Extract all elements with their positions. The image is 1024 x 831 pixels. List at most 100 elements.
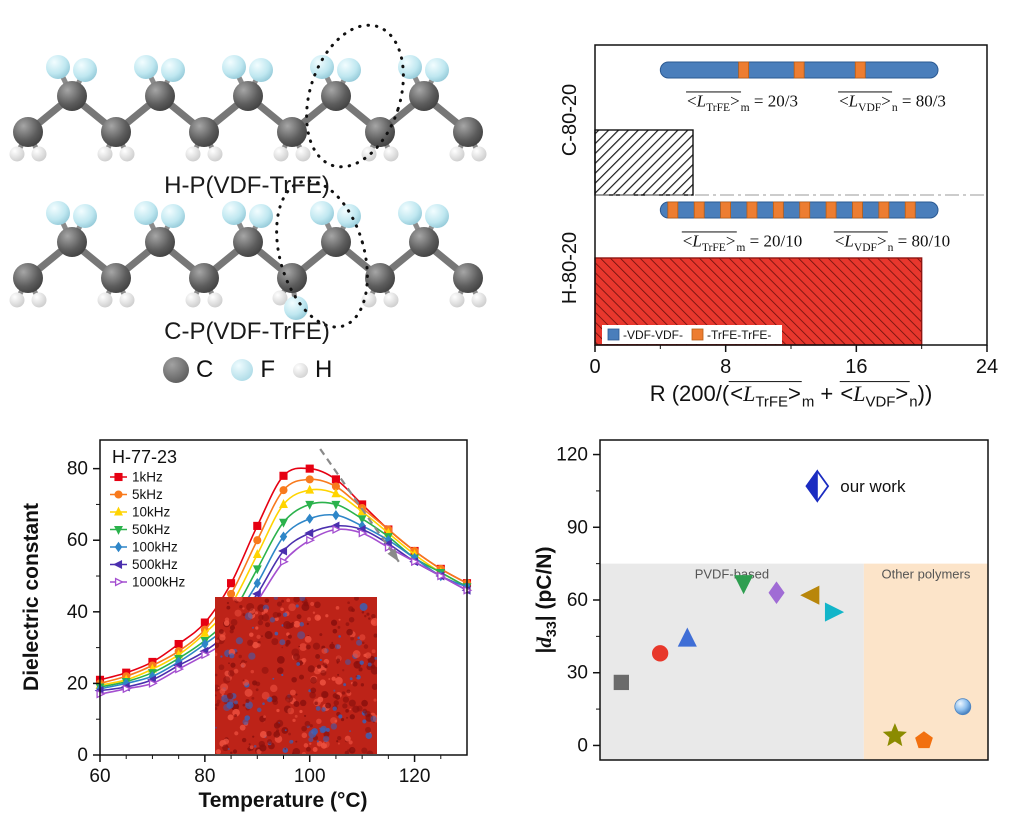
- carbon-atom: [189, 117, 219, 147]
- hydrogen-atom: [185, 146, 201, 162]
- carbon-atom: [277, 117, 307, 147]
- legend-item-500kHz: 500kHz: [132, 557, 178, 572]
- x-tick-label: 80: [194, 766, 215, 787]
- our-work-point: our work: [805, 469, 906, 503]
- hydrogen-atom: [361, 292, 377, 308]
- hydrogen-atom: [119, 146, 135, 162]
- carbon-atom: [145, 227, 175, 257]
- chain-ratio-chart: C-80-20 H-80-20 0 8 16 24 -VDF-VDF- -TrFE-TrFE-: [559, 44, 998, 378]
- frequency-trend-arrow: [319, 448, 400, 563]
- x-axis-label-temperature: Temperature (°C): [198, 789, 368, 812]
- fluorine-atom: [73, 58, 97, 82]
- fluorine-atom: [398, 55, 422, 79]
- legend-item-50kHz: 50kHz: [132, 522, 171, 537]
- y-axis-label-dielectric: Dielectric constant: [20, 503, 43, 691]
- atom-legend: C F H: [163, 356, 350, 384]
- point-pentagon: [915, 731, 933, 749]
- fluorine-atom: [134, 55, 158, 79]
- hydrogen-atom: [273, 146, 289, 162]
- legend-trfe-swatch: [691, 328, 704, 341]
- defect-highlight-ellipse: [305, 23, 405, 169]
- hydrogen-atom: [185, 292, 201, 308]
- fluorine-atom: [249, 58, 273, 82]
- x-tick-label: 0: [589, 356, 600, 378]
- chain-legend: -VDF-VDF- -TrFE-TrFE-: [602, 325, 782, 344]
- microstructure-inset: [215, 597, 377, 754]
- legend-item-1kHz: 1kHz: [132, 470, 163, 485]
- y-tick-label: 30: [567, 663, 588, 684]
- carbon-atom: [453, 263, 483, 293]
- carbon-atom: [57, 81, 87, 111]
- hydrogen-atom: [383, 292, 399, 308]
- fluorine-atom-icon: [231, 359, 254, 381]
- carbon-atom-icon: [163, 357, 189, 383]
- fluorine-atom: [249, 204, 273, 228]
- legend-item-100kHz: 100kHz: [132, 540, 178, 555]
- legend-item-1000kHz: 1000kHz: [132, 575, 186, 590]
- hydrogen-atom: [97, 292, 113, 308]
- hydrogen-atom: [207, 146, 223, 162]
- y-tick-label: 0: [77, 745, 88, 766]
- fluorine-atom: [46, 55, 70, 79]
- legend-item-5kHz: 5kHz: [132, 487, 163, 502]
- category-c-80-20: C-80-20: [559, 84, 581, 156]
- fluorine-atom: [222, 55, 246, 79]
- carbon-atom: [13, 117, 43, 147]
- chain-ratio-canvas: C-80-20 H-80-20 0 8 16 24 -VDF-VDF- -TrFE-TrFE-: [559, 44, 998, 378]
- fluorine-atom: [73, 204, 97, 228]
- bar-c-80-20: [594, 129, 694, 196]
- legend-vdf-swatch: [607, 328, 620, 341]
- x-tick-label: 100: [294, 766, 326, 787]
- defect-highlight-ellipse: [275, 179, 369, 329]
- y-tick-label: 60: [67, 530, 88, 551]
- x-tick-label: 120: [399, 766, 431, 787]
- point-circle: [651, 645, 669, 662]
- fluorine-atom: [398, 201, 422, 225]
- label-lvdf-c80-20: <LVDF>n = 80/3: [838, 91, 946, 114]
- hydrogen-atom: [295, 146, 311, 162]
- x-axis-label-ratio: R (200/(<LTrFE>m + <LVDF>n)): [649, 381, 933, 411]
- fluorine-atom: [161, 204, 185, 228]
- panel-dielectric-chart: 60 80 100 120 0 20 40 60 80 1kHz 5kHz 10kHz 50kHz 100…: [10, 425, 500, 831]
- y-tick-label: 90: [567, 517, 588, 538]
- frequency-legend: 1kHz 5kHz 10kHz 50kHz 100kHz 500kHz 1000kHz: [110, 470, 186, 590]
- point-square: [613, 674, 629, 691]
- hydrogen-atom: [9, 146, 25, 162]
- label-lvdf-h80-20: <LVDF>n = 80/10: [833, 231, 951, 254]
- dielectric-canvas: 60 80 100 120 0 20 40 60 80 1kHz 5kHz 10kHz 50kHz 100…: [67, 439, 473, 787]
- molecule-canvas: [9, 23, 487, 329]
- y-tick-label: 40: [67, 602, 88, 623]
- hydrogen-atom: [31, 292, 47, 308]
- chain-schematic: [659, 61, 939, 79]
- carbon-atom: [233, 227, 263, 257]
- hydrogen-atom: [97, 146, 113, 162]
- legend-trfe-label: -TrFE-TrFE-: [707, 328, 771, 342]
- our-work-label: our work: [840, 477, 906, 496]
- hydrogen-atom: [449, 292, 465, 308]
- carbon-atom: [189, 263, 219, 293]
- carbon-atom: [453, 117, 483, 147]
- chain-c-p: [9, 179, 487, 329]
- x-tick-label: 60: [89, 766, 110, 787]
- carbon-atom: [233, 81, 263, 111]
- chain-schematic: [659, 201, 939, 219]
- y-tick-label: 80: [67, 459, 88, 480]
- x-tick-label: 8: [720, 356, 731, 378]
- carbon-atom: [365, 117, 395, 147]
- region-label: PVDF-based: [695, 567, 769, 582]
- hydrogen-atom: [272, 290, 288, 306]
- d33-canvas: PVDF-based Other polymers 0 30 60 90 120 our wo…: [556, 439, 989, 761]
- point-diamond: [768, 581, 785, 605]
- molecule-label-c-p: C-P(VDF-TrFE): [164, 318, 330, 345]
- y-tick-label: 0: [577, 735, 588, 756]
- point-triangle-down: [734, 575, 754, 595]
- y-tick-label: 60: [567, 590, 588, 611]
- hydrogen-atom: [449, 146, 465, 162]
- fluorine-atom: [161, 58, 185, 82]
- point-triangle-right: [824, 602, 845, 622]
- point-triangle-left: [800, 585, 820, 605]
- hydrogen-atom: [207, 292, 223, 308]
- hydrogen-symbol: H: [315, 356, 333, 383]
- fluorine-symbol: F: [260, 356, 276, 383]
